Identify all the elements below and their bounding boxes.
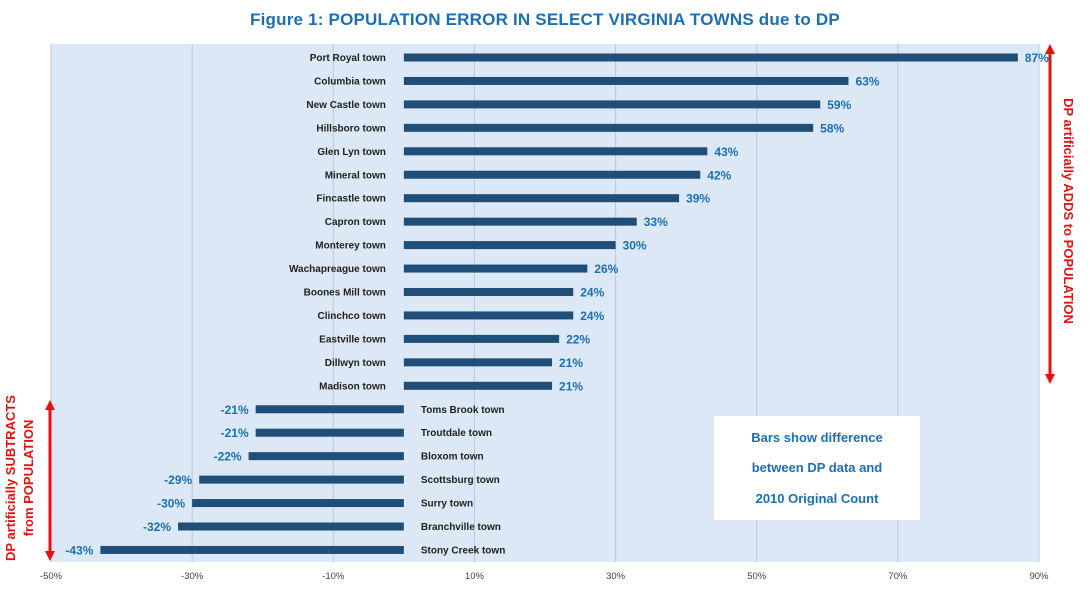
bar <box>178 522 404 531</box>
bar <box>248 452 404 461</box>
note-line-1: Bars show difference <box>751 429 883 445</box>
bar <box>403 217 637 226</box>
x-tick-label: 10% <box>465 571 485 582</box>
category-label: Troutdale town <box>421 428 492 439</box>
category-label: Boones Mill town <box>304 288 386 299</box>
bar <box>255 405 404 414</box>
bar <box>403 194 680 203</box>
value-label: -21% <box>221 426 249 440</box>
bars: Port Royal town 87% Columbia town 63% New Ca… <box>65 51 1049 557</box>
value-label: 59% <box>827 98 851 112</box>
value-label: 24% <box>580 309 604 323</box>
value-label: -30% <box>157 497 185 511</box>
x-tick-label: 50% <box>747 571 767 582</box>
category-label: Hillsboro town <box>316 123 385 134</box>
adds-annotation: DP artificially ADDS to POPULATION <box>1061 98 1076 324</box>
category-label: Glen Lyn town <box>317 147 386 158</box>
category-label: Fincastle town <box>316 194 385 205</box>
chart-title: Figure 1: POPULATION ERROR IN SELECT VIR… <box>250 10 840 29</box>
note-line-2: between DP data and <box>751 460 883 476</box>
bar <box>403 170 701 179</box>
value-label: -32% <box>143 520 171 534</box>
bar <box>403 123 814 132</box>
value-label: 22% <box>566 332 590 346</box>
value-label: 87% <box>1025 51 1049 65</box>
x-tick-label: -10% <box>322 571 345 582</box>
category-label: Branchville town <box>421 522 501 533</box>
category-label: Bloxom town <box>421 452 484 463</box>
value-label: -29% <box>164 473 192 487</box>
category-label: Clinchco town <box>318 311 386 322</box>
value-label: 24% <box>580 286 604 300</box>
x-tick-label: 70% <box>888 571 908 582</box>
value-label: 30% <box>623 239 647 253</box>
bar <box>255 428 404 437</box>
category-label: Mineral town <box>325 170 386 181</box>
category-label: Monterey town <box>315 241 386 252</box>
value-label: 21% <box>559 379 583 393</box>
category-label: Columbia town <box>314 76 386 87</box>
bar <box>403 358 553 367</box>
category-label: Eastville town <box>319 334 386 345</box>
x-tick-label: 90% <box>1029 571 1049 582</box>
bar <box>403 381 553 390</box>
explanation-note: Bars show difference between DP data and… <box>714 416 920 520</box>
value-label: 39% <box>686 192 710 206</box>
adds-arrow <box>1045 44 1055 384</box>
category-label: Scottsburg town <box>421 475 500 486</box>
category-label: Toms Brook town <box>421 405 505 416</box>
category-label: Stony Creek town <box>421 545 505 556</box>
value-label: 58% <box>820 121 844 135</box>
bar <box>403 264 588 273</box>
bar <box>403 334 560 343</box>
category-label: Capron town <box>325 217 386 228</box>
subtracts-arrow <box>45 400 55 561</box>
bar <box>199 475 404 484</box>
bar <box>192 499 404 508</box>
subtracts-annotation-line1: DP artificially SUBTRACTS <box>3 395 18 561</box>
bar <box>100 545 404 554</box>
value-label: 21% <box>559 356 583 370</box>
x-tick-label: -30% <box>181 571 204 582</box>
category-label: Wachapreague town <box>289 264 386 275</box>
value-label: -21% <box>221 403 249 417</box>
value-label: -43% <box>65 543 93 557</box>
subtracts-annotation-line2: from POPULATION <box>21 420 36 537</box>
category-label: Dillwyn town <box>325 358 386 369</box>
value-label: -22% <box>214 450 242 464</box>
bar <box>403 76 849 85</box>
x-tick-label: 30% <box>606 571 626 582</box>
bar <box>403 53 1018 62</box>
x-tick-label: -50% <box>40 571 63 582</box>
x-axis-ticks: -50% -30% -10% 10% 30% 50% 70% 90% <box>40 571 1049 582</box>
bar <box>403 100 821 109</box>
category-label: Madison town <box>319 381 386 392</box>
value-label: 26% <box>594 262 618 276</box>
value-label: 43% <box>714 145 738 159</box>
bar <box>403 147 708 156</box>
note-line-3: 2010 Original Count <box>755 491 879 507</box>
category-label: Surry town <box>421 499 473 510</box>
value-label: 63% <box>855 74 879 88</box>
category-label: New Castle town <box>306 100 385 111</box>
value-label: 42% <box>707 168 731 182</box>
category-label: Port Royal town <box>310 53 386 64</box>
bar <box>403 288 574 296</box>
bar <box>403 311 574 320</box>
value-label: 33% <box>644 215 668 229</box>
bar <box>403 241 616 250</box>
